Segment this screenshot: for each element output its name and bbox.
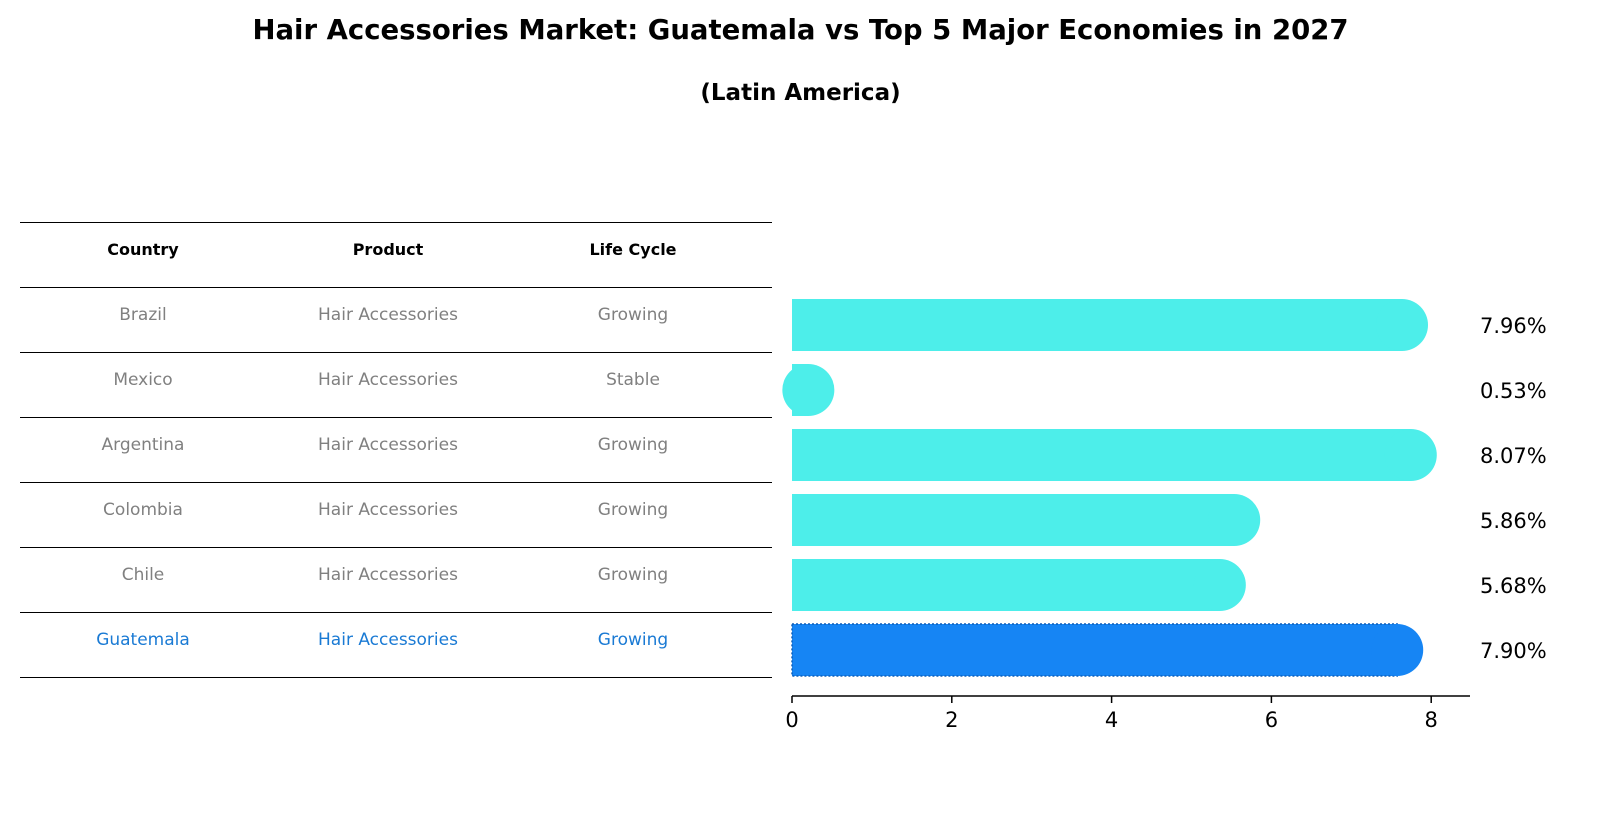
bar-body <box>792 559 1220 611</box>
bar-cap <box>1208 494 1261 546</box>
row-life-cycle: Growing <box>597 500 669 520</box>
bar-body <box>792 429 1411 481</box>
bar-body <box>792 494 1235 546</box>
row-product: Hair Accessories <box>318 565 458 585</box>
row-product-highlight: Hair Accessories <box>318 630 458 650</box>
table-rule <box>20 222 772 223</box>
row-product: Hair Accessories <box>318 305 458 325</box>
bar-cap <box>782 364 835 416</box>
value-label: 8.07% <box>1480 444 1547 468</box>
table-rule <box>20 547 772 548</box>
bar-cap <box>1371 624 1424 676</box>
row-country: Chile <box>121 565 165 585</box>
bar-cap <box>1193 559 1246 611</box>
value-label: 7.96% <box>1480 314 1547 338</box>
row-country: Colombia <box>103 500 183 520</box>
row-life-cycle: Growing <box>597 305 669 325</box>
x-tick-label: 0 <box>785 708 798 732</box>
header-country: Country <box>107 240 179 259</box>
row-country: Mexico <box>113 370 173 390</box>
bar-brazil <box>792 299 1429 351</box>
row-life-cycle: Stable <box>606 370 660 390</box>
value-label: 7.90% <box>1480 639 1547 663</box>
chart-subtitle: (Latin America) <box>700 80 901 106</box>
bar-chile <box>792 559 1246 611</box>
bar-argentina <box>792 429 1437 481</box>
bar-cap <box>1376 299 1429 351</box>
bar-body <box>792 299 1403 351</box>
row-country-highlight: Guatemala <box>96 630 190 650</box>
header-life-cycle: Life Cycle <box>589 240 677 259</box>
header-product: Product <box>352 240 424 259</box>
row-country: Brazil <box>119 305 167 325</box>
table-rule <box>20 482 772 483</box>
row-product: Hair Accessories <box>318 370 458 390</box>
x-tick-label: 2 <box>945 708 958 732</box>
table-rule <box>20 352 772 353</box>
bar-body <box>791 623 1398 677</box>
row-product: Hair Accessories <box>318 435 458 455</box>
table-rule <box>20 287 772 288</box>
row-product: Hair Accessories <box>318 500 458 520</box>
bar-guatemala <box>791 623 1424 677</box>
row-country: Argentina <box>101 435 185 455</box>
row-life-cycle: Growing <box>597 435 669 455</box>
x-tick-label: 6 <box>1265 708 1278 732</box>
x-tick-label: 4 <box>1105 708 1118 732</box>
value-label: 5.86% <box>1480 509 1547 533</box>
row-life-cycle: Growing <box>597 565 669 585</box>
bar-mexico <box>782 364 835 416</box>
value-label: 0.53% <box>1480 379 1547 403</box>
bar-colombia <box>792 494 1261 546</box>
table-rule <box>20 612 772 613</box>
x-tick-label: 8 <box>1425 708 1438 732</box>
value-label: 5.68% <box>1480 574 1547 598</box>
table-rule <box>20 417 772 418</box>
table-rule <box>20 677 772 678</box>
bar-cap <box>1384 429 1437 481</box>
row-life-cycle-highlight: Growing <box>597 630 669 650</box>
chart-title: Hair Accessories Market: Guatemala vs To… <box>252 14 1349 46</box>
